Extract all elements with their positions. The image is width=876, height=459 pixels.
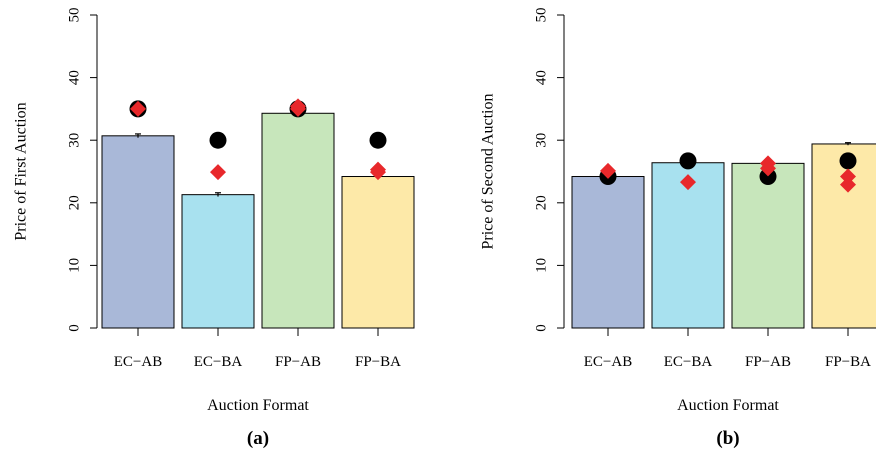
bar	[181, 194, 255, 329]
y-tick-label: 40	[66, 70, 82, 85]
bar	[731, 162, 805, 329]
panel-b: 0 10 20 30 40 50 Price of Second Auction EC−AB E…	[480, 8, 876, 449]
x-tick-label: EC−BA	[194, 354, 243, 370]
red-point	[130, 100, 146, 117]
x-tick-label: FP−AB	[745, 354, 791, 370]
x-tick-label: FP−BA	[825, 354, 871, 370]
y-tick-label: 20	[66, 195, 82, 210]
y-tick-label: 0	[66, 324, 82, 332]
x-tick-label: FP−BA	[355, 354, 401, 370]
red-point	[290, 98, 306, 115]
bar	[261, 112, 335, 329]
black-point	[839, 152, 857, 170]
y-tick-label: 30	[533, 133, 549, 148]
bar	[571, 176, 645, 329]
bar	[341, 176, 415, 329]
y-tick-label: 10	[533, 258, 549, 273]
x-axis-title: Auction Format	[677, 397, 779, 414]
y-axis-title: Price of Second Auction	[480, 94, 497, 250]
y-tick-label: 10	[66, 258, 82, 273]
black-point	[759, 168, 777, 186]
x-axis-title: Auction Format	[207, 397, 309, 414]
red-point	[840, 176, 856, 193]
black-point	[369, 131, 387, 149]
y-tick-label: 30	[66, 133, 82, 148]
red-point	[760, 155, 776, 172]
y-tick-label: 40	[533, 70, 549, 85]
y-tick-label: 0	[533, 324, 549, 332]
red-point	[600, 162, 616, 179]
x-tick-label: EC−AB	[114, 354, 162, 370]
y-tick-label: 50	[533, 8, 549, 23]
bar	[101, 135, 175, 329]
red-point	[840, 168, 856, 185]
y-tick-label: 20	[533, 195, 549, 210]
x-tick-label: EC−BA	[664, 354, 713, 370]
black-point	[679, 152, 697, 170]
y-tick-label: 50	[66, 8, 82, 23]
x-tick-label: FP−AB	[275, 354, 321, 370]
x-tick-label: EC−AB	[584, 354, 632, 370]
y-axis-title: Price of First Auction	[13, 102, 30, 240]
red-point	[680, 174, 696, 191]
bar	[811, 143, 876, 329]
red-point	[370, 161, 386, 178]
red-point	[210, 164, 226, 181]
bar	[651, 162, 725, 329]
panel-a: 0 10 20 30 40 50 Price of First Auction EC−AB EC…	[13, 8, 415, 449]
black-point	[209, 131, 227, 149]
panel-label: (b)	[716, 428, 739, 449]
panel-label: (a)	[247, 428, 269, 449]
